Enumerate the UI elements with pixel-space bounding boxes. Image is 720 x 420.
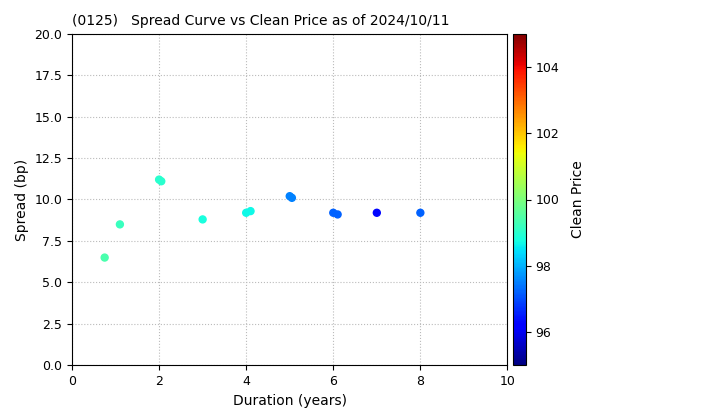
Point (245, 208, 256, 215)
Point (240, 210, 252, 216)
Point (371, 210, 382, 216)
Point (286, 194, 297, 201)
Point (156, 178, 167, 185)
Point (284, 193, 295, 199)
Text: (0125)   Spread Curve vs Clean Price as of 2024/10/11: (0125) Spread Curve vs Clean Price as of… (72, 14, 449, 28)
Point (153, 176, 165, 183)
Point (328, 210, 339, 216)
Point (332, 211, 343, 218)
Point (114, 221, 126, 228)
Y-axis label: Clean Price: Clean Price (571, 160, 585, 239)
Point (197, 216, 208, 223)
Point (415, 210, 426, 216)
Point (99, 254, 110, 261)
Y-axis label: Spread (bp): Spread (bp) (15, 158, 29, 241)
X-axis label: Duration (years): Duration (years) (233, 394, 347, 408)
